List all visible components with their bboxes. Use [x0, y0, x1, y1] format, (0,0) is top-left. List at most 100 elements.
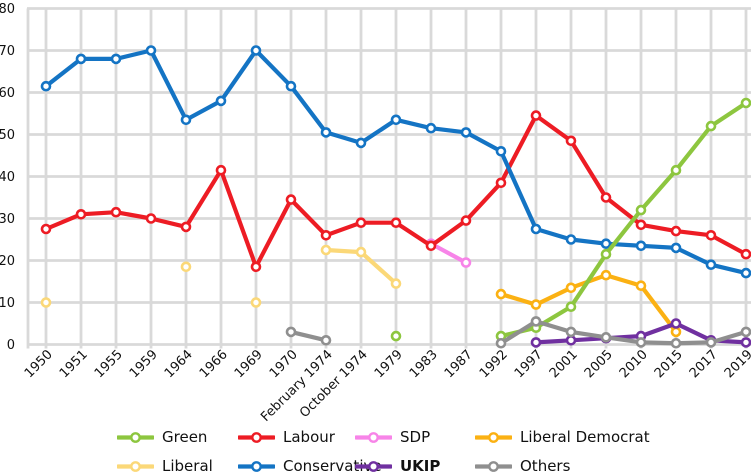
- x-tick-label: 1951: [57, 347, 91, 381]
- data-point-labour: [600, 192, 612, 203]
- legend-item-conservative: Conservative: [238, 456, 382, 476]
- x-tick-label: 2010: [617, 347, 651, 381]
- legend-label: Conservative: [283, 457, 382, 475]
- y-tick-label: 0: [7, 338, 15, 353]
- data-point-green: [635, 204, 647, 216]
- data-point-conservative: [670, 242, 682, 254]
- data-point-others: [530, 316, 542, 327]
- data-point-liberal-democrat: [600, 269, 612, 281]
- data-point-conservative: [495, 146, 507, 157]
- legend-swatch-liberal-democrat: [475, 431, 512, 443]
- data-point-labour: [425, 240, 437, 252]
- data-point-conservative: [635, 240, 647, 252]
- legend-marker: [488, 431, 499, 443]
- x-tick-label: 2005: [582, 347, 616, 381]
- x-tick-label: 1979: [372, 347, 406, 381]
- data-point-liberal-democrat: [530, 299, 542, 310]
- legend-item-ukip: UKIP: [355, 456, 440, 476]
- data-point-liberal-democrat: [635, 280, 647, 292]
- legend-swatch-liberal: [117, 460, 154, 472]
- data-point-conservative: [320, 127, 332, 138]
- legend-item-labour: Labour: [238, 427, 335, 447]
- data-point-conservative: [565, 234, 577, 245]
- gridlines: [26, 7, 751, 349]
- data-point-others: [565, 326, 577, 338]
- data-point-conservative: [250, 45, 262, 56]
- legend-item-others: Others: [475, 456, 570, 476]
- series-line-sdp: [428, 241, 469, 265]
- data-point-conservative: [145, 45, 157, 56]
- data-point-liberal-democrat: [495, 288, 507, 300]
- legend-label: Labour: [283, 428, 335, 446]
- data-point-labour: [390, 217, 402, 228]
- legend-label: Green: [162, 428, 208, 446]
- data-point-liberal: [250, 297, 262, 308]
- data-point-conservative: [285, 80, 297, 92]
- data-point-sdp: [460, 257, 472, 268]
- legend-marker: [488, 460, 499, 472]
- legend-label: UKIP: [400, 457, 441, 475]
- x-tick-label: 1955: [92, 347, 126, 381]
- data-point-liberal: [180, 261, 192, 273]
- data-point-green: [565, 301, 577, 313]
- data-point-conservative: [75, 53, 87, 65]
- series-layer: [40, 45, 751, 349]
- data-point-labour: [355, 217, 367, 228]
- legend-item-liberal: Liberal: [117, 456, 213, 476]
- legend-label: SDP: [400, 428, 431, 446]
- data-point-others: [320, 334, 332, 346]
- data-point-labour: [670, 225, 682, 237]
- legend-marker: [251, 431, 262, 443]
- data-point-ukip: [740, 337, 751, 348]
- data-point-others: [670, 337, 682, 349]
- x-tick-label: 2015: [652, 347, 686, 381]
- data-point-conservative: [705, 259, 717, 271]
- legend-swatch-conservative: [238, 460, 275, 472]
- data-point-labour: [145, 213, 157, 224]
- legend-item-liberal-democrat: Liberal Democrat: [475, 427, 650, 447]
- data-point-green: [600, 248, 612, 260]
- data-point-green: [670, 164, 682, 176]
- y-tick-label: 50: [0, 128, 15, 143]
- data-point-green: [390, 330, 402, 342]
- data-point-liberal-democrat: [565, 282, 577, 294]
- data-point-others: [635, 337, 647, 348]
- data-point-liberal: [390, 278, 402, 289]
- data-point-others: [740, 326, 751, 338]
- series-line-others: [288, 329, 329, 343]
- y-tick-label: 40: [0, 170, 15, 185]
- data-point-others: [285, 326, 297, 338]
- legend-label: Liberal: [162, 457, 213, 475]
- x-tick-label: 1992: [477, 347, 511, 381]
- legend-swatch-sdp: [355, 431, 392, 443]
- legend-label: Liberal Democrat: [520, 428, 650, 446]
- data-point-conservative: [600, 238, 612, 249]
- x-tick-label: 1959: [127, 347, 161, 381]
- data-point-labour: [215, 164, 227, 176]
- data-point-conservative: [740, 267, 751, 279]
- legend-item-green: Green: [117, 427, 207, 447]
- data-point-labour: [530, 110, 542, 121]
- legend-swatch-others: [475, 460, 512, 472]
- data-point-ukip: [565, 334, 577, 346]
- data-point-conservative: [460, 127, 472, 138]
- data-point-conservative: [530, 223, 542, 235]
- data-point-liberal: [40, 297, 52, 308]
- x-tick-label: 1969: [232, 347, 266, 381]
- data-point-labour: [460, 215, 472, 226]
- data-point-ukip: [670, 318, 682, 329]
- series-liberal: [40, 244, 402, 308]
- y-tick-label: 70: [0, 44, 15, 59]
- data-point-conservative: [390, 114, 402, 126]
- series-labour: [40, 110, 751, 273]
- data-point-labour: [250, 261, 262, 273]
- data-point-green: [740, 97, 751, 109]
- x-tick-label: 2019: [722, 347, 751, 381]
- data-point-labour: [285, 194, 297, 205]
- data-point-green: [705, 120, 717, 132]
- legend-marker: [368, 431, 379, 443]
- x-tick-label: 1997: [512, 347, 546, 381]
- y-tick-label: 60: [0, 86, 15, 101]
- x-tick-label: 2001: [547, 347, 581, 381]
